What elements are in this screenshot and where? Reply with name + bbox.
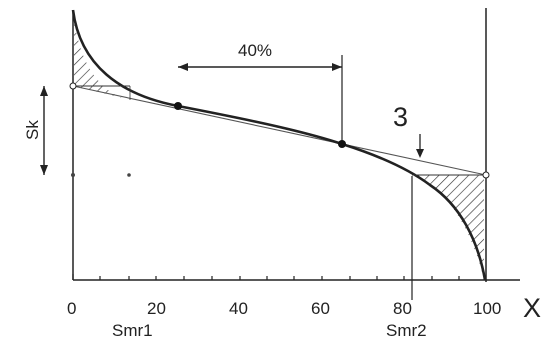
x-axis-ticks bbox=[73, 274, 459, 280]
hatched-region-right bbox=[414, 175, 484, 280]
x-tick-label: 60 bbox=[311, 299, 330, 318]
smr1-label: Smr1 bbox=[112, 321, 153, 340]
percent-window-label: 40% bbox=[238, 41, 272, 60]
callout-number: 3 bbox=[393, 102, 408, 132]
x-tick-label: 40 bbox=[229, 299, 248, 318]
x-tick-label: 0 bbox=[67, 299, 76, 318]
window-start-point bbox=[174, 102, 182, 110]
small-dot bbox=[127, 173, 131, 177]
x-axis-letter: X bbox=[523, 293, 541, 323]
equivalent-line bbox=[73, 86, 486, 175]
x-tick-label: 20 bbox=[147, 299, 166, 318]
x-tick-label: 100 bbox=[473, 299, 501, 318]
material-ratio-curve bbox=[73, 10, 485, 280]
left-intercept-point bbox=[70, 83, 76, 89]
window-end-point bbox=[338, 140, 346, 148]
percent-window-arrow bbox=[178, 63, 342, 71]
small-dot bbox=[71, 173, 75, 177]
right-intercept-point bbox=[483, 172, 489, 178]
x-tick-label: 80 bbox=[393, 299, 412, 318]
sk-label: Sk bbox=[23, 120, 42, 140]
smr2-label: Smr2 bbox=[386, 321, 427, 340]
callout-arrow bbox=[416, 134, 424, 158]
